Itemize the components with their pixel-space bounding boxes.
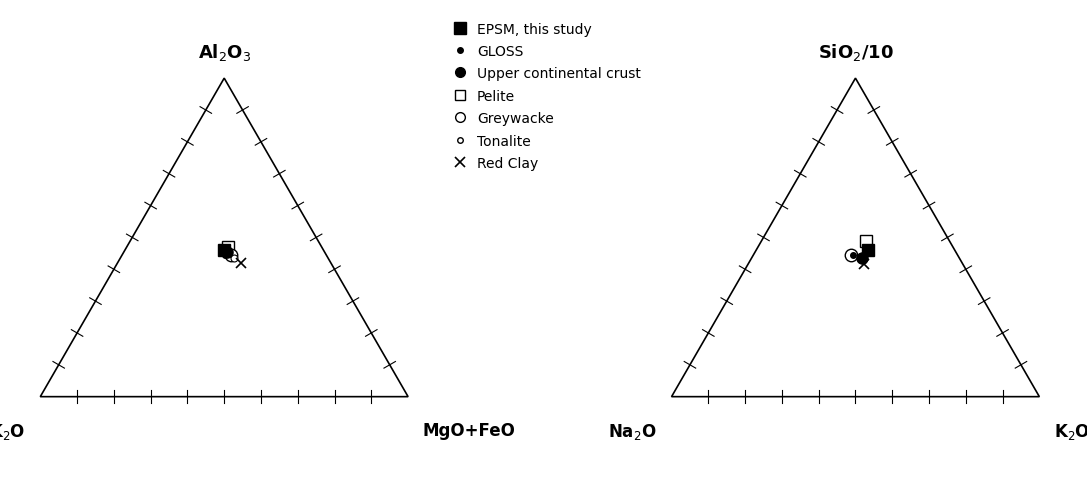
Text: Al$_2$O$_3$: Al$_2$O$_3$ [198, 42, 251, 63]
Legend: EPSM, this study, GLOSS, Upper continental crust, Pelite, Greywacke, Tonalite, R: EPSM, this study, GLOSS, Upper continent… [452, 22, 640, 171]
Text: K$_2$O: K$_2$O [1054, 423, 1087, 442]
Text: K$_2$O: K$_2$O [0, 423, 26, 442]
Text: SiO$_2$/10: SiO$_2$/10 [817, 42, 894, 63]
Text: MgO+FeO: MgO+FeO [423, 423, 515, 440]
Text: Na$_2$O: Na$_2$O [609, 423, 657, 442]
